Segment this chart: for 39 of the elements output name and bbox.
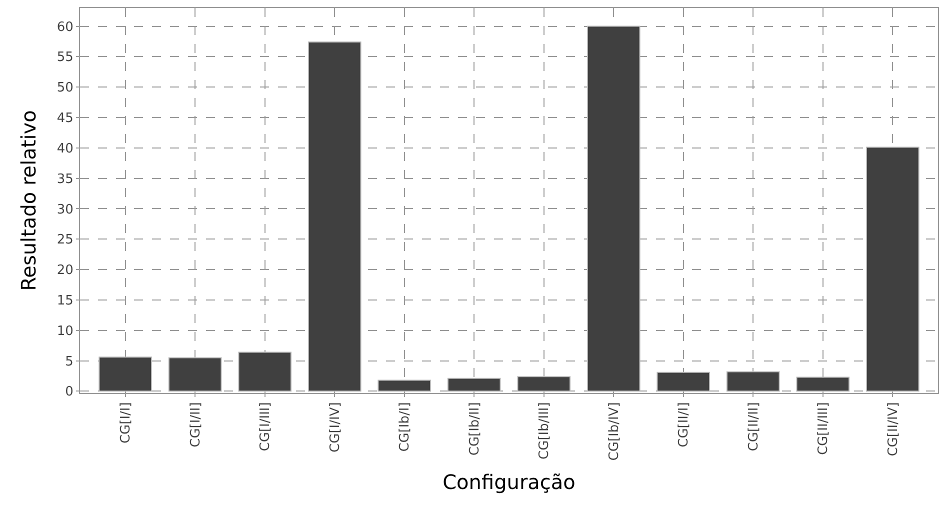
bar — [238, 352, 292, 392]
bar — [517, 376, 571, 392]
bar — [168, 357, 222, 392]
bar — [98, 356, 152, 392]
y-tick-label: 15 — [56, 293, 74, 308]
bar — [866, 146, 920, 392]
x-tick-label: CG[Ib/III] — [537, 402, 552, 460]
bar — [586, 26, 640, 392]
bar — [656, 372, 710, 392]
bar — [796, 376, 850, 392]
bar — [308, 42, 362, 392]
y-tick-label: 40 — [56, 141, 74, 156]
x-axis-title: Configuração — [442, 470, 576, 494]
y-tick-label: 35 — [56, 172, 74, 187]
x-tick-label: CG[II/IV] — [886, 402, 901, 456]
y-tick-label: 50 — [56, 80, 74, 96]
x-tick-label: CG[I/IV] — [328, 402, 343, 452]
x-tick-label: CG[I/I] — [118, 402, 134, 444]
y-tick-label: 10 — [56, 324, 74, 339]
bar — [726, 371, 780, 392]
y-tick-label: 20 — [56, 263, 74, 278]
x-tick-label: CG[Ib/II] — [467, 402, 482, 456]
x-tick-label: CG[I/II] — [188, 402, 204, 448]
bar — [378, 380, 432, 392]
x-tick-label: CG[Ib/IV] — [606, 402, 622, 461]
y-tick-label: 45 — [56, 111, 74, 126]
y-axis-title: Resultado relativo — [16, 110, 40, 291]
y-tick-label: 25 — [56, 232, 74, 248]
x-tick-label: CG[II/III] — [816, 402, 832, 456]
y-tick-label: 55 — [56, 50, 74, 66]
y-tick-label: 30 — [56, 202, 74, 218]
y-tick-label: 60 — [56, 20, 74, 35]
x-tick-label: CG[II/I] — [676, 402, 692, 448]
y-tick-label: 5 — [65, 354, 74, 370]
bar — [447, 378, 501, 392]
x-tick-label: CG[II/II] — [746, 402, 762, 452]
x-tick-label: CG[Ib/I] — [398, 402, 413, 452]
x-tick-label: CG[I/III] — [258, 402, 274, 452]
y-tick-label: 0 — [65, 384, 74, 400]
